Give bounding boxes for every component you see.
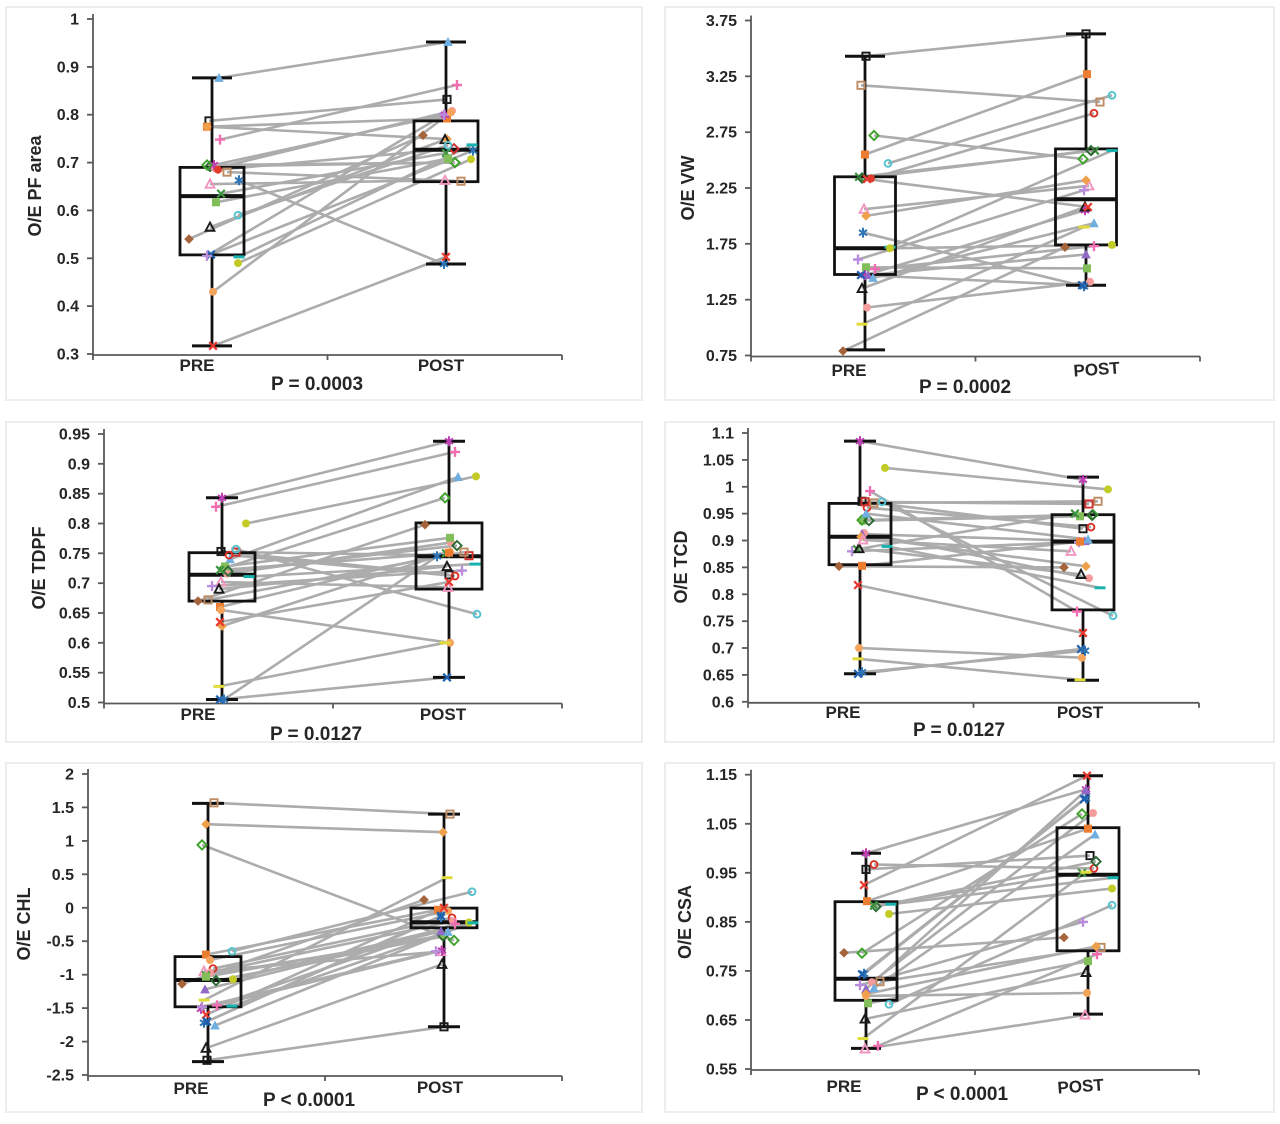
svg-text:1.05: 1.05	[703, 452, 734, 469]
svg-text:0.7: 0.7	[68, 576, 90, 593]
svg-text:1: 1	[70, 12, 79, 29]
svg-text:P = 0.0003: P = 0.0003	[271, 374, 363, 395]
svg-text:O/E TCD: O/E TCD	[671, 530, 691, 603]
svg-text:POST: POST	[417, 1078, 464, 1097]
svg-text:POST: POST	[418, 356, 465, 375]
svg-text:0.5: 0.5	[57, 251, 79, 268]
svg-text:P = 0.0127: P = 0.0127	[270, 724, 362, 743]
svg-text:POST: POST	[1057, 703, 1104, 722]
svg-text:3.75: 3.75	[706, 13, 737, 30]
svg-text:0.55: 0.55	[59, 665, 90, 682]
svg-text:2.75: 2.75	[706, 125, 737, 142]
svg-text:O/E CHL: O/E CHL	[14, 887, 34, 960]
svg-text:P < 0.0001: P < 0.0001	[916, 1084, 1009, 1105]
svg-text:-0.5: -0.5	[46, 934, 74, 951]
svg-text:O/E CSA: O/E CSA	[675, 885, 695, 959]
svg-text:PRE: PRE	[180, 356, 215, 375]
svg-text:0.75: 0.75	[703, 614, 734, 631]
svg-text:0.3: 0.3	[57, 347, 79, 364]
svg-text:0.65: 0.65	[59, 606, 90, 623]
svg-text:O/E VW: O/E VW	[678, 155, 698, 220]
svg-text:0.65: 0.65	[703, 667, 734, 684]
svg-text:POST: POST	[1057, 1075, 1105, 1097]
svg-text:1: 1	[65, 833, 74, 850]
svg-text:0.85: 0.85	[703, 560, 734, 577]
svg-text:PRE: PRE	[832, 361, 867, 380]
svg-text:0.9: 0.9	[57, 59, 79, 76]
svg-text:PRE: PRE	[174, 1079, 209, 1098]
svg-text:POST: POST	[1073, 358, 1121, 380]
svg-text:-1.5: -1.5	[46, 1001, 74, 1018]
svg-text:0.8: 0.8	[68, 516, 90, 533]
svg-text:0.85: 0.85	[706, 914, 737, 931]
svg-text:1.15: 1.15	[706, 767, 737, 784]
svg-text:0.4: 0.4	[57, 299, 79, 316]
svg-text:0.7: 0.7	[712, 641, 734, 658]
svg-text:-2.5: -2.5	[46, 1068, 74, 1085]
svg-text:0.7: 0.7	[57, 155, 79, 172]
svg-text:0.6: 0.6	[57, 203, 79, 220]
svg-text:0.55: 0.55	[706, 1062, 737, 1079]
svg-text:1.1: 1.1	[712, 426, 734, 443]
svg-text:P < 0.0001: P < 0.0001	[263, 1090, 356, 1111]
svg-text:1.75: 1.75	[706, 236, 737, 253]
svg-text:O/E TDPF: O/E TDPF	[29, 526, 49, 609]
svg-text:0.75: 0.75	[706, 348, 737, 365]
svg-text:PRE: PRE	[827, 1077, 862, 1096]
svg-text:0.6: 0.6	[712, 694, 734, 711]
svg-text:0.5: 0.5	[52, 867, 74, 884]
svg-text:0.65: 0.65	[706, 1013, 737, 1030]
svg-text:-2: -2	[60, 1034, 74, 1051]
svg-text:0.75: 0.75	[59, 546, 90, 563]
svg-text:0.95: 0.95	[706, 865, 737, 882]
svg-text:0.5: 0.5	[68, 695, 90, 712]
svg-text:PRE: PRE	[181, 705, 216, 724]
svg-text:0.9: 0.9	[712, 533, 734, 550]
svg-text:0.8: 0.8	[57, 107, 79, 124]
svg-text:0: 0	[65, 900, 74, 917]
svg-text:2.25: 2.25	[706, 181, 737, 198]
svg-text:P = 0.0127: P = 0.0127	[913, 720, 1005, 741]
svg-text:P = 0.0002: P = 0.0002	[919, 377, 1011, 398]
svg-text:1.5: 1.5	[52, 800, 74, 817]
svg-text:0.6: 0.6	[68, 635, 90, 652]
svg-text:0.85: 0.85	[59, 486, 90, 503]
svg-text:2: 2	[65, 767, 74, 784]
svg-text:0.95: 0.95	[703, 506, 734, 523]
svg-text:PRE: PRE	[826, 703, 861, 722]
svg-text:O/E PF area: O/E PF area	[25, 134, 45, 236]
svg-text:0.95: 0.95	[59, 427, 90, 444]
svg-text:0.8: 0.8	[712, 587, 734, 604]
svg-text:1.05: 1.05	[706, 816, 737, 833]
svg-text:1.25: 1.25	[706, 292, 737, 309]
svg-text:0.9: 0.9	[68, 456, 90, 473]
svg-text:0.75: 0.75	[706, 963, 737, 980]
svg-text:3.25: 3.25	[706, 69, 737, 86]
svg-text:-1: -1	[60, 967, 74, 984]
svg-text:1: 1	[725, 479, 734, 496]
svg-text:POST: POST	[420, 705, 467, 724]
